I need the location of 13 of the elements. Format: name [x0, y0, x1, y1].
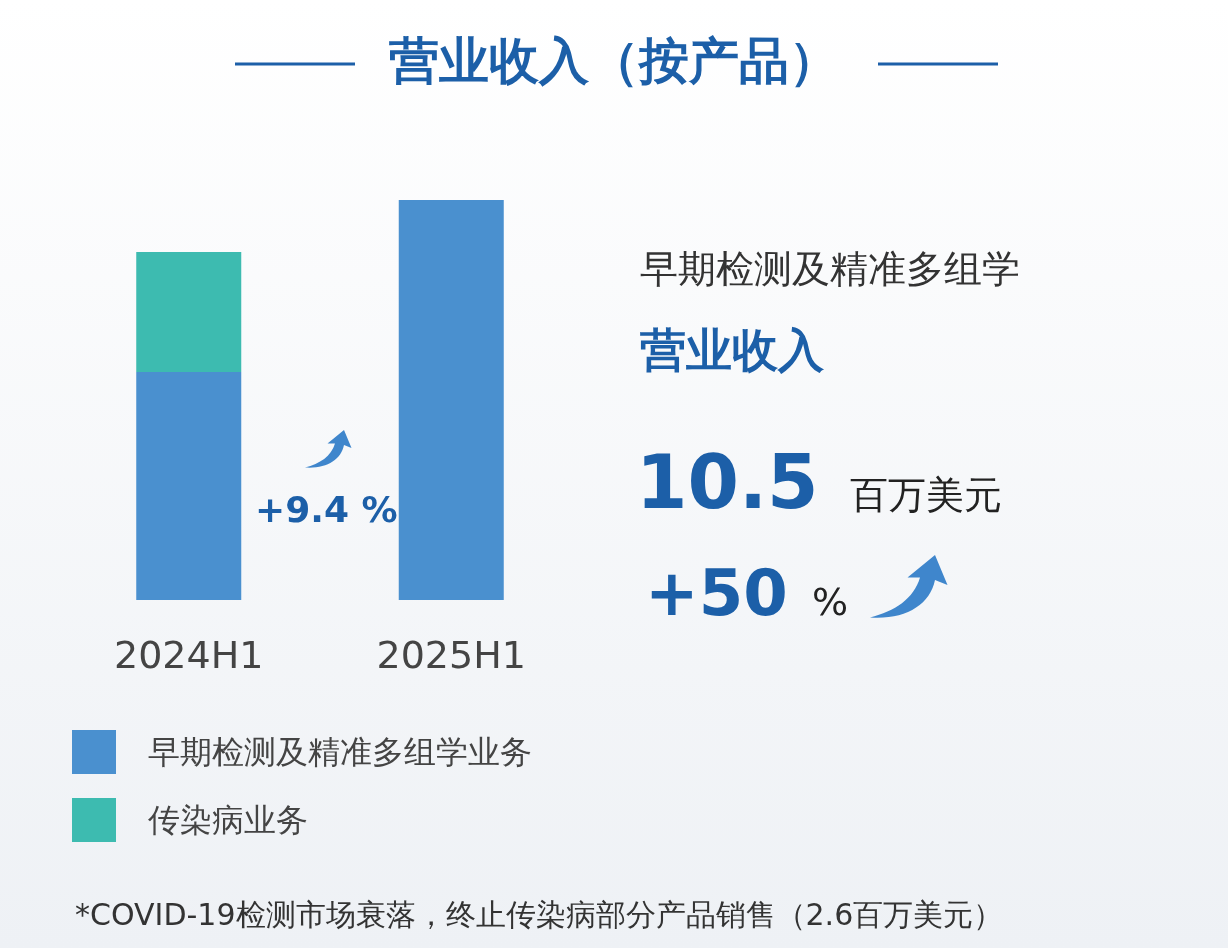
text: % — [812, 580, 849, 624]
chart-title: 营业收入（按产品） — [389, 32, 839, 90]
text: +50 — [645, 556, 788, 630]
x-tick-label: 2024H1 — [114, 633, 264, 677]
text: 早期检测及精准多组学 — [640, 247, 1020, 291]
x-tick-label: 2025H1 — [376, 633, 526, 677]
text: 营业收入 — [640, 323, 825, 377]
text: 百万美元 — [850, 473, 1002, 517]
legend-label: 传染病业务 — [148, 801, 308, 839]
text: *COVID-19检测市场衰落，终止传染病部分产品销售（2.6百万美元） — [75, 897, 1004, 932]
text: 10.5 — [636, 439, 819, 525]
annotation: +9.4 % — [255, 489, 398, 530]
legend-label: 早期检测及精准多组学业务 — [148, 733, 532, 771]
